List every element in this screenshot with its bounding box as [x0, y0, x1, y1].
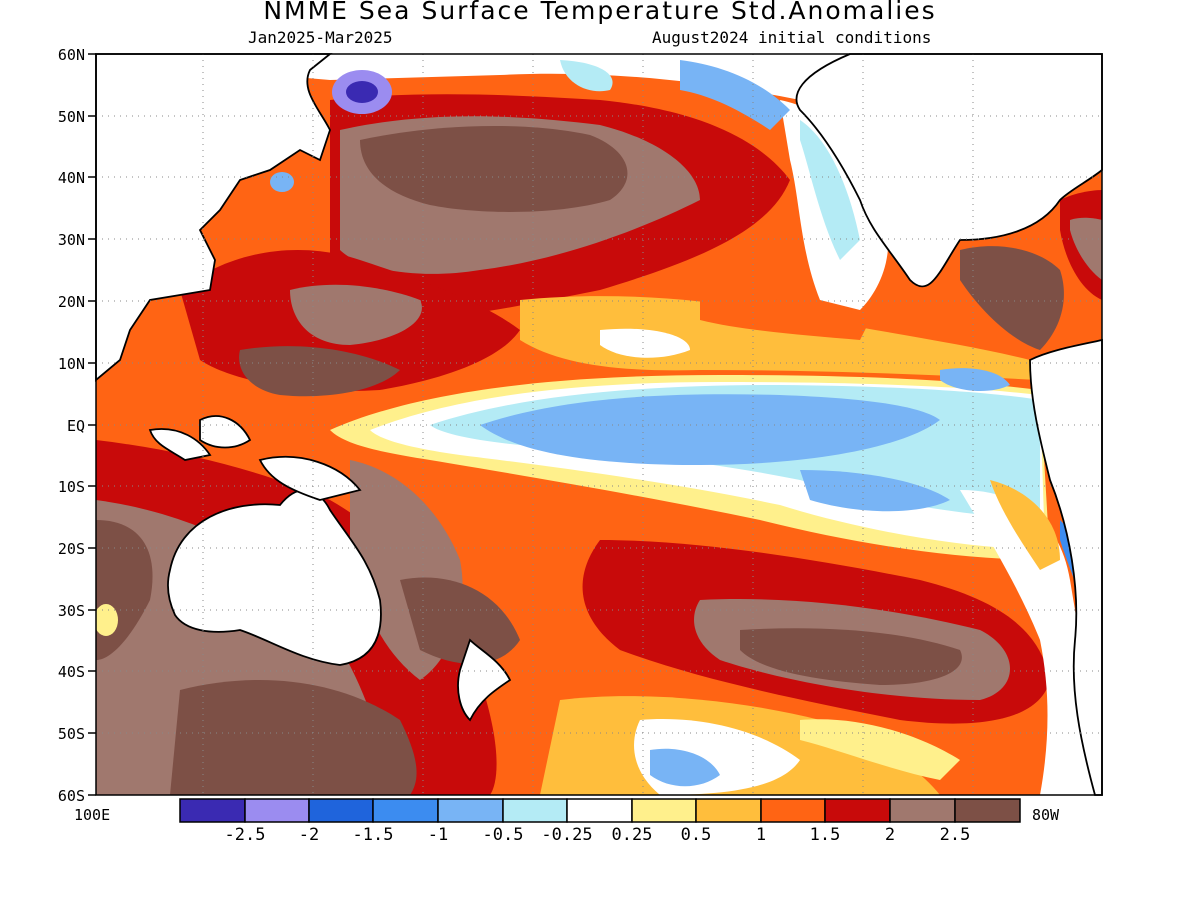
- legend-label: -2.5: [225, 825, 266, 845]
- legend-label: -0.25: [541, 825, 592, 845]
- lat-label: 10S: [58, 478, 85, 496]
- lat-label: 60S: [58, 787, 85, 805]
- lat-label: 20S: [58, 540, 85, 558]
- legend-swatch: [954, 798, 1021, 823]
- lon-label-left: 100E: [74, 806, 110, 824]
- continent-outlines: [95, 53, 1103, 796]
- legend-label: -0.5: [483, 825, 524, 845]
- legend-label: -2: [299, 825, 319, 845]
- legend-swatch: [889, 798, 956, 823]
- lon-label-right: 80W: [1032, 806, 1060, 824]
- lat-label: 50S: [58, 725, 85, 743]
- legend-swatch: [824, 798, 891, 823]
- legend-label: 2: [885, 825, 895, 845]
- legend-swatch: [244, 798, 310, 823]
- legend-label: -1.5: [353, 825, 394, 845]
- lat-label: 40S: [58, 663, 85, 681]
- season-label: Jan2025-Mar2025: [248, 28, 393, 47]
- legend-swatch: [372, 798, 439, 823]
- lat-label: 20N: [58, 293, 85, 311]
- lat-label: 50N: [58, 108, 85, 126]
- lat-label: 10N: [58, 355, 85, 373]
- lat-label: EQ: [67, 417, 85, 435]
- lat-label: 40N: [58, 169, 85, 187]
- lat-label: 60N: [58, 46, 85, 64]
- initial-conditions-label: August2024 initial conditions: [652, 28, 932, 47]
- legend-label: 2.5: [940, 825, 971, 845]
- lat-label: 30N: [58, 231, 85, 249]
- legend-label: 0.25: [612, 825, 653, 845]
- legend-label: 1: [756, 825, 766, 845]
- color-legend: [179, 798, 1021, 823]
- legend-swatch: [502, 798, 568, 823]
- legend-label: 1.5: [810, 825, 841, 845]
- legend-swatch: [631, 798, 697, 823]
- legend-label: 0.5: [681, 825, 712, 845]
- lat-label: 30S: [58, 602, 85, 620]
- legend-swatch: [760, 798, 826, 823]
- legend-swatch: [308, 798, 374, 823]
- map-title: NMME Sea Surface Temperature Std.Anomali…: [263, 0, 937, 25]
- legend-swatch: [566, 798, 633, 823]
- legend-swatch: [179, 798, 246, 823]
- legend-swatch: [695, 798, 762, 823]
- legend-swatch: [437, 798, 504, 823]
- legend-label: -1: [428, 825, 448, 845]
